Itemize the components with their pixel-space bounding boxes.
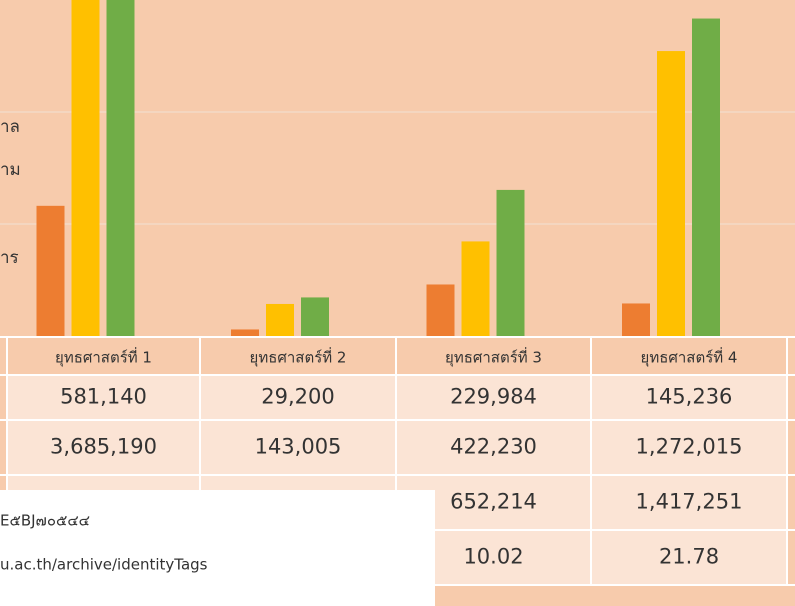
- x-tick-label: ยุทธศาสตร์ที่ 4: [641, 347, 738, 368]
- x-tick-label: ยุทธศาสตร์ที่ 2: [250, 347, 347, 368]
- table-value: 1,272,015: [636, 435, 743, 459]
- table-value: 581,140: [60, 385, 147, 409]
- table-value: 652,214: [450, 490, 537, 514]
- table-value: 21.78: [659, 545, 719, 569]
- table-value: 143,005: [255, 435, 342, 459]
- bar: [461, 241, 490, 336]
- bar: [657, 51, 685, 337]
- table-cell: [7, 420, 200, 475]
- table-value: 29,200: [261, 385, 334, 409]
- table-value: 422,230: [450, 435, 537, 459]
- table-value: 3,685,190: [50, 435, 157, 459]
- overlay-box: [0, 490, 435, 606]
- x-tick-label: ยุทธศาสตร์ที่ 3: [445, 347, 542, 368]
- table-value: 145,236: [646, 385, 733, 409]
- table-cell: [591, 530, 787, 585]
- table-cell: [591, 375, 787, 420]
- bar: [266, 303, 294, 336]
- overlay-text: E๕BJ๗๐๕๔๔: [0, 512, 90, 530]
- legend-fragment: าม: [0, 160, 21, 180]
- bar: [301, 297, 329, 336]
- table-cell: [591, 420, 787, 475]
- table-value: 1,417,251: [636, 490, 743, 514]
- overlay-text: u.ac.th/archive/identityTags: [0, 556, 208, 574]
- bar: [106, 0, 135, 336]
- bar: [622, 303, 650, 336]
- bar: [231, 329, 259, 336]
- bar: [692, 18, 720, 337]
- table-cell: [591, 475, 787, 530]
- bar: [71, 0, 100, 336]
- table-cell: [396, 375, 591, 420]
- legend-fragment: าล: [0, 117, 20, 137]
- bar: [426, 284, 455, 336]
- table-cell: [200, 375, 396, 420]
- table-value: 229,984: [450, 385, 537, 409]
- table-cell: [7, 375, 200, 420]
- table-value: 10.02: [463, 545, 523, 569]
- bar: [496, 189, 525, 336]
- bar: [36, 205, 65, 336]
- legend-fragment: าร: [0, 248, 19, 268]
- table-cell: [396, 420, 591, 475]
- table-cell: [200, 420, 396, 475]
- x-tick-label: ยุทธศาสตร์ที่ 1: [55, 347, 152, 368]
